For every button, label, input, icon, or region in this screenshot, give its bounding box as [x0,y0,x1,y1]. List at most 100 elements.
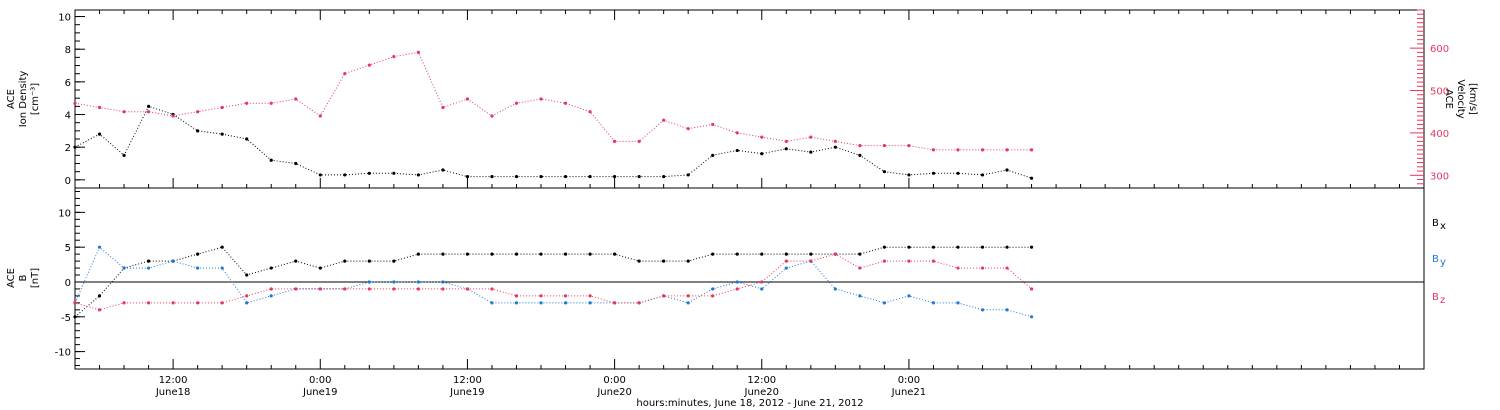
top-ylabel-right-line1: [km/s] [1467,83,1478,115]
bottom-series [73,245,1034,319]
bottom-point-1 [171,259,175,263]
bottom-point-2 [760,280,764,284]
bottom-point-1 [441,280,445,284]
x-tick-date-label: June21 [891,387,927,398]
legend-bx: B x [1432,218,1446,232]
bottom-left-tick-label: 5 [65,243,71,254]
bottom-point-2 [73,301,77,305]
top-point-0 [367,171,371,175]
svg-text:x: x [1440,221,1446,232]
top-point-0 [760,152,764,156]
bottom-point-1 [980,308,985,312]
top-ylabel-left-line3: [cm⁻³] [30,83,41,115]
bottom-point-2 [294,287,298,291]
top-point-1 [245,101,249,105]
top-point-0 [245,137,249,141]
top-point-0 [931,171,936,175]
top-ylabel-right-line2: Velocity [1455,79,1466,118]
svg-text:B: B [1432,292,1439,303]
bottom-point-1 [882,301,887,305]
bottom-point-0 [392,259,396,263]
top-point-1 [539,97,543,101]
bottom-series-0 [74,246,1032,318]
x-tick-date-label: June19 [449,387,485,398]
bottom-point-0 [539,252,543,256]
bottom-point-2 [735,287,739,291]
top-right-tick-label: 600 [1430,44,1449,55]
x-tick-time-label: 12:00 [159,375,188,386]
bottom-point-0 [711,252,715,256]
top-ylabel-right-line3: ACE [1443,89,1454,109]
top-point-0 [343,173,347,177]
bottom-point-1 [367,280,371,284]
bottom-point-1 [563,301,568,305]
bottom-point-2 [171,301,175,305]
top-point-0 [196,129,200,133]
bottom-point-0 [858,252,862,256]
top-point-1 [980,148,985,152]
bottom-point-0 [490,252,494,256]
top-point-0 [441,168,445,172]
top-point-1 [146,110,151,114]
top-point-1 [858,144,862,148]
bottom-point-0 [416,252,420,256]
top-point-1 [122,110,126,114]
bottom-point-2 [514,294,519,298]
bottom-point-2 [686,294,690,298]
top-point-1 [907,144,911,148]
top-point-1 [882,144,887,148]
bottom-point-1 [931,301,936,305]
top-point-1 [1029,148,1034,152]
bottom-point-1 [416,280,420,284]
svg-text:z: z [1440,295,1445,306]
top-point-0 [318,173,322,177]
legend-by: B y [1432,254,1446,268]
bottom-point-2 [220,301,224,305]
top-point-0 [392,171,396,175]
bottom-point-2 [809,259,813,263]
bottom-point-0 [637,259,641,263]
bottom-point-1 [907,294,911,298]
top-point-1 [686,127,690,131]
bottom-series-1 [74,246,1032,318]
top-point-1 [563,101,568,105]
bottom-point-0 [931,245,936,249]
top-ylabel-left-line1: ACE [6,89,17,109]
bottom-point-1 [686,301,690,305]
bottom-point-2 [122,301,126,305]
top-point-1 [343,71,347,76]
bottom-ylabel-line2: B [18,274,29,281]
top-left-tick-label: 2 [65,143,71,154]
bottom-point-2 [662,294,666,298]
bottom-point-2 [97,308,102,312]
bottom-point-2 [416,287,420,291]
top-point-0 [980,173,985,177]
top-point-1 [735,131,739,135]
top-right-tick-label: 300 [1430,171,1449,182]
bottom-point-1 [392,280,396,284]
top-point-0 [588,174,592,179]
top-left-tick-label: 6 [65,78,71,89]
top-point-0 [563,174,568,179]
bottom-point-1 [858,294,862,298]
bottom-point-0 [956,245,960,249]
bottom-point-0 [980,245,985,249]
top-left-tick-label: 0 [65,176,71,187]
top-point-1 [220,105,224,110]
bottom-series-2 [74,253,1032,311]
top-point-0 [662,174,666,179]
x-tick-date-label: June18 [155,387,191,398]
bottom-point-0 [613,252,617,256]
x-tick-time-label: 0:00 [603,375,625,386]
bottom-point-1 [833,287,837,291]
bottom-panel-frame [74,187,1425,370]
bottom-point-2 [441,287,445,291]
svg-text:B: B [1432,254,1439,265]
x-tick-time-label: 12:00 [747,375,776,386]
bottom-point-2 [637,301,641,305]
bottom-point-0 [809,252,813,256]
x-tick-date-label: June19 [302,387,338,398]
bottom-ylabel-line3: [nT] [30,268,41,288]
bottom-point-2 [1005,266,1009,270]
